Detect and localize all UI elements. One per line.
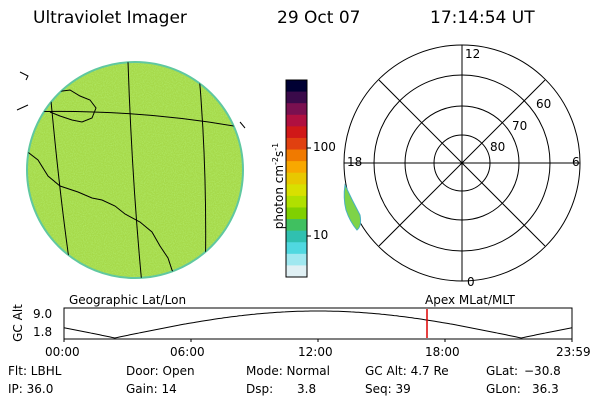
orbit-ylabel: GC Alt bbox=[11, 304, 25, 342]
mlat-label-70: 70 bbox=[512, 119, 528, 133]
orbit-xtick: 18:00 bbox=[425, 345, 460, 359]
orbit-ytick-low: 1.8 bbox=[33, 325, 53, 339]
colorbar-segment bbox=[286, 242, 307, 255]
longitude-line bbox=[127, 62, 143, 278]
observation-date: 29 Oct 07 bbox=[277, 8, 361, 28]
unit-sup-cm: -2 bbox=[271, 156, 280, 165]
glat-value: −30.8 bbox=[524, 364, 561, 378]
coastline bbox=[16, 104, 29, 111]
mlat-label-60: 60 bbox=[536, 97, 552, 111]
mlt-label-18: 18 bbox=[347, 155, 363, 169]
colorbar-segment bbox=[286, 230, 307, 243]
door-info: Door: Open bbox=[126, 364, 195, 378]
colorbar-segment bbox=[286, 103, 307, 116]
orbit-xtick: 00:00 bbox=[45, 345, 80, 359]
colorbar-segment bbox=[286, 219, 307, 232]
orbit-xtick: 12:00 bbox=[298, 345, 333, 359]
colorbar-segment bbox=[286, 91, 307, 104]
mode-info: Mode: Normal bbox=[246, 364, 330, 378]
unit-text-s: s bbox=[272, 150, 286, 157]
colorbar-segment bbox=[286, 80, 307, 93]
colorbar-segment bbox=[286, 172, 307, 185]
orbit-xtick: 23:59 bbox=[556, 345, 591, 359]
aurora-patch bbox=[343, 183, 362, 231]
orbit-xtick: 06:00 bbox=[170, 345, 205, 359]
colorbar-segment bbox=[286, 137, 307, 151]
colorbar-unit-label: photon cm-2s-1 bbox=[271, 111, 287, 261]
mlt-label-12: 12 bbox=[465, 47, 481, 61]
colorbar-segment bbox=[286, 184, 307, 197]
mlt-label-6: 6 bbox=[572, 155, 580, 169]
gc-alt-info: GC Alt: 4.7 Re bbox=[365, 364, 449, 378]
orbit-plot-frame bbox=[63, 307, 573, 340]
magnetic-caption: Apex MLat/MLT bbox=[425, 293, 515, 307]
color-scale-bar bbox=[285, 79, 311, 278]
coastline bbox=[27, 89, 97, 123]
colorbar-segment bbox=[286, 149, 307, 162]
glat-label: GLat: bbox=[486, 364, 519, 378]
ip-info: IP: 36.0 bbox=[8, 382, 54, 396]
geographic-caption: Geographic Lat/Lon bbox=[69, 293, 187, 307]
instrument-title: Ultraviolet Imager bbox=[33, 8, 187, 28]
uv-emission-noise bbox=[27, 62, 243, 278]
latitude-line bbox=[27, 110, 243, 129]
dsp-value: 3.8 bbox=[297, 382, 317, 396]
altitude-curve bbox=[63, 310, 573, 339]
glon-value: 36.3 bbox=[532, 382, 559, 396]
colorbar-segment bbox=[286, 161, 307, 174]
coastline bbox=[239, 121, 246, 129]
orbit-altitude-plot bbox=[63, 307, 573, 342]
colorbar-tick-100: 100 bbox=[313, 140, 336, 154]
mlat-label-80: 80 bbox=[490, 140, 506, 154]
unit-sup-s: -1 bbox=[271, 142, 280, 151]
gain-info: Gain: 14 bbox=[126, 382, 177, 396]
colorbar-segment bbox=[286, 195, 307, 208]
mlt-diagonal bbox=[378, 79, 546, 247]
colorbar-frame bbox=[285, 79, 308, 278]
orbit-ytick-high: 9.0 bbox=[33, 307, 53, 321]
mlt-label-0: 0 bbox=[467, 275, 475, 289]
colorbar-segment bbox=[286, 265, 307, 278]
glon-label: GLon: bbox=[486, 382, 521, 396]
geographic-image bbox=[16, 61, 246, 279]
dsp-label: Dsp: bbox=[246, 382, 274, 396]
observation-time: 17:14:54 UT bbox=[430, 8, 535, 28]
filter-info: Flt: LBHL bbox=[8, 364, 62, 378]
unit-text: photon cm bbox=[272, 164, 286, 230]
coastline bbox=[19, 71, 29, 81]
magnetic-polar-plot bbox=[343, 44, 581, 282]
colorbar-segment bbox=[286, 114, 307, 127]
disk-limb bbox=[26, 61, 244, 279]
coastline bbox=[27, 149, 179, 278]
colorbar-segment bbox=[286, 253, 307, 266]
colorbar-segment bbox=[286, 126, 307, 139]
colorbar-segment bbox=[286, 207, 307, 220]
seq-info: Seq: 39 bbox=[365, 382, 411, 396]
colorbar-tick-10: 10 bbox=[313, 228, 329, 242]
